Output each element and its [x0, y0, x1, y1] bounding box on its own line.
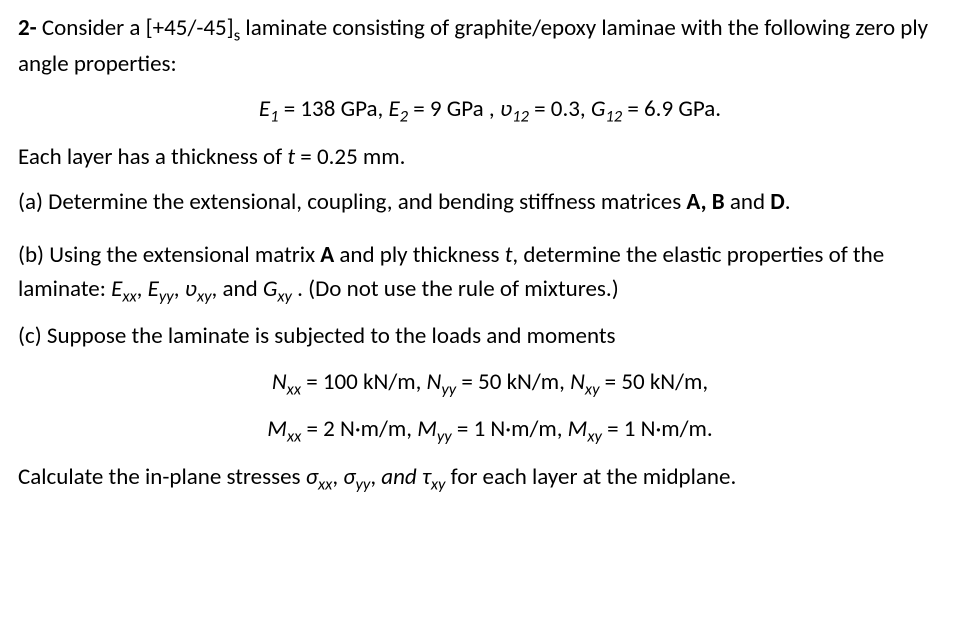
part-a: (a) Determine the extensional, coupling,… — [18, 186, 962, 219]
Nxy-r: = 50 kN/m, — [599, 368, 708, 396]
Nxx-l: N — [272, 368, 287, 396]
Mxx-r: = 2 N·m/m, — [301, 415, 417, 443]
calc-1: Calculate the in-plane stresses — [18, 463, 306, 491]
a-D: D — [770, 188, 785, 216]
q-number: 2- — [18, 14, 37, 42]
Nyy-l: N — [427, 368, 442, 396]
v12-sym: ʋ — [500, 95, 512, 123]
b-4: . (Do not use the rule of mixtures.) — [292, 275, 619, 303]
thick-t: t — [287, 143, 295, 171]
calc-line: Calculate the in-plane stresses σxx, σyy… — [18, 461, 962, 497]
Myy-s: yy — [437, 427, 452, 447]
moments-line: Mxx = 2 N·m/m, Myy = 1 N·m/m, Mxy = 1 N·… — [18, 413, 962, 449]
Myy-r: = 1 N·m/m, — [452, 415, 568, 443]
sxx-s: xx — [318, 474, 332, 494]
E2-sym: E — [388, 95, 399, 123]
Nyy-r: = 50 kN/m, — [456, 368, 570, 396]
Myy-l: M — [417, 415, 437, 443]
a-dot: . — [785, 188, 791, 216]
E1-sub: 1 — [270, 107, 278, 127]
b-Eyy-sub: yy — [159, 286, 174, 306]
Mxx-l: M — [267, 415, 287, 443]
c-1: (c) Suppose the laminate is subjected to… — [18, 322, 616, 350]
b-vxy: ʋ — [185, 275, 197, 303]
b-Eyy: E — [148, 275, 159, 303]
material-properties: E1 = 138 GPa, E2 = 9 GPa , ʋ12 = 0.3, G1… — [18, 93, 962, 129]
sig-xx: σ — [306, 463, 318, 491]
Nxx-r: = 100 kN/m, — [301, 368, 427, 396]
b-1: (b) Using the extensional matrix — [18, 241, 320, 269]
G12-val: = 6.9 GPa. — [622, 95, 721, 123]
sig-yy: σ — [343, 463, 355, 491]
Mxy-s: xy — [587, 427, 602, 447]
v12-sub: 12 — [512, 107, 529, 127]
E1-sym: E — [259, 95, 270, 123]
cc1: , — [332, 463, 343, 491]
syy-s: yy — [356, 474, 371, 494]
Nyy-s: yy — [441, 379, 456, 399]
G12-sub: 12 — [605, 107, 622, 127]
Nxy-l: N — [570, 368, 585, 396]
b-Gxy-sub: xy — [277, 286, 292, 306]
Mxy-l: M — [568, 415, 588, 443]
a-text: (a) Determine the extensional, coupling,… — [18, 188, 686, 216]
b-A: A — [320, 241, 334, 269]
E2-sub: 2 — [400, 107, 408, 127]
tau-xy: τ — [422, 463, 431, 491]
Nxy-s: xy — [585, 379, 600, 399]
v12-val: = 0.3, — [529, 95, 591, 123]
part-b: (b) Using the extensional matrix A and p… — [18, 239, 962, 308]
a-and: and — [725, 188, 771, 216]
Mxy-r: = 1 N·m/m. — [602, 415, 713, 443]
forces-line: Nxx = 100 kN/m, Nyy = 50 kN/m, Nxy = 50 … — [18, 366, 962, 402]
calc-2: for each layer at the midplane. — [445, 463, 736, 491]
a-AB: A, B — [686, 188, 724, 216]
b-vxy-sub: xy — [197, 286, 212, 306]
part-c: (c) Suppose the laminate is subjected to… — [18, 320, 962, 353]
b-c1: , — [137, 275, 148, 303]
intro-text-1: Consider a [+45/-45] — [42, 14, 234, 42]
cc2: , — [370, 463, 381, 491]
sxy-s: xy — [431, 474, 446, 494]
G12-sym: G — [591, 95, 606, 123]
question-intro: 2- Consider a [+45/-45]s laminate consis… — [18, 12, 962, 81]
E1-val: = 138 GPa, — [279, 95, 389, 123]
thick-1: Each layer has a thickness of — [18, 143, 287, 171]
b-Gxy: G — [263, 275, 278, 303]
thick-2: = 0.25 mm. — [295, 143, 405, 171]
b-c2: , — [174, 275, 185, 303]
Mxx-s: xx — [287, 427, 301, 447]
b-c3: , and — [212, 275, 263, 303]
thickness-line: Each layer has a thickness of t = 0.25 m… — [18, 141, 962, 174]
E2-val: = 9 GPa , — [408, 95, 500, 123]
and-it: and — [381, 463, 422, 491]
b-Exx: E — [111, 275, 122, 303]
Nxx-s: xx — [287, 379, 301, 399]
b-2: and ply thickness — [334, 241, 505, 269]
b-Exx-sub: xx — [122, 286, 136, 306]
